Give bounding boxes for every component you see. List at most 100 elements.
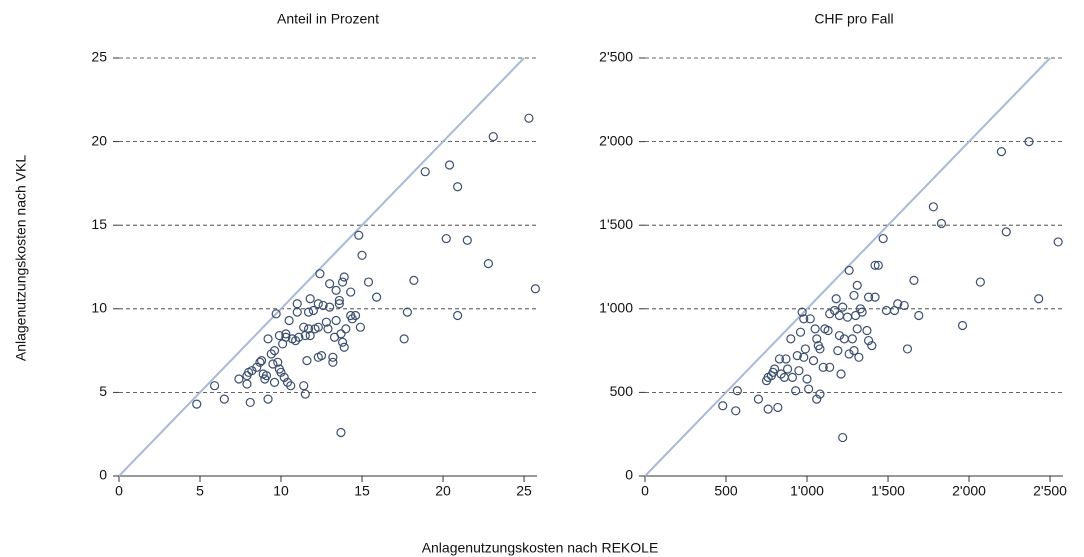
point [337, 337, 348, 347]
point [825, 362, 835, 372]
point [996, 147, 1007, 157]
point [881, 305, 892, 316]
point [776, 369, 786, 379]
point [1053, 237, 1063, 247]
point [863, 335, 874, 346]
point [773, 402, 783, 413]
y-axis-label: Anlagenutzungskosten nach VKL [13, 155, 29, 361]
panel-title: Anteil in Prozent [277, 11, 379, 27]
point [928, 202, 938, 212]
y-tick-label: 500 [610, 383, 634, 399]
point [852, 324, 862, 334]
x-tick-label: 0 [115, 483, 123, 499]
point [325, 279, 335, 289]
point [800, 344, 810, 354]
x-tick-label: 1'500 [871, 483, 905, 499]
point [192, 399, 202, 409]
panel-title: CHF pro Fall [814, 11, 893, 27]
point [791, 386, 801, 396]
point [336, 427, 346, 438]
point [284, 315, 294, 326]
point [483, 259, 493, 269]
point [779, 372, 789, 382]
y-tick-label: 0 [99, 467, 107, 483]
point [316, 351, 327, 361]
point [305, 330, 315, 341]
point [899, 300, 909, 311]
point [276, 367, 286, 377]
point [252, 362, 262, 372]
point [336, 329, 346, 339]
point [838, 302, 848, 312]
point [315, 269, 325, 279]
y-tick-label: 15 [91, 216, 107, 232]
point [810, 324, 820, 334]
x-tick-label: 500 [714, 483, 738, 499]
point [870, 260, 880, 270]
point [321, 317, 331, 327]
point [1034, 294, 1044, 304]
point [530, 284, 540, 294]
point [799, 314, 809, 324]
y-tick-label: 2'000 [599, 132, 633, 148]
point [862, 325, 872, 336]
y-tick-label: 2'500 [599, 49, 633, 65]
point [282, 377, 293, 387]
x-tick-label: 15 [354, 483, 370, 499]
point [914, 310, 924, 321]
point [1024, 137, 1034, 147]
x-tick-label: 0 [641, 483, 649, 499]
point [219, 394, 229, 404]
point [328, 352, 338, 362]
point [804, 384, 814, 394]
x-tick-label: 10 [273, 483, 289, 499]
point [802, 374, 812, 384]
point [318, 300, 328, 311]
point [334, 299, 344, 309]
point [805, 314, 815, 324]
point [893, 299, 903, 309]
point [823, 325, 833, 336]
y-tick-label: 5 [99, 383, 107, 399]
point [347, 314, 357, 324]
point [331, 315, 341, 326]
x-axis-label: Anlagenutzungskosten nach REKOLE [422, 540, 659, 556]
point [409, 275, 419, 285]
point [812, 394, 822, 404]
point [441, 233, 451, 244]
point [299, 381, 309, 391]
x-tick-label: 1'000 [790, 483, 824, 499]
point [849, 290, 859, 301]
point [831, 294, 841, 304]
point [732, 386, 742, 396]
point [300, 389, 310, 399]
point [870, 292, 880, 302]
y-tick-label: 0 [625, 467, 633, 483]
point [902, 344, 913, 354]
y-tick-label: 10 [91, 300, 107, 316]
point [444, 160, 455, 170]
point [815, 389, 825, 399]
point [842, 312, 853, 322]
point [524, 113, 534, 123]
point [795, 327, 806, 337]
point [313, 322, 323, 332]
point [453, 310, 463, 321]
point [303, 307, 314, 317]
point [770, 364, 780, 374]
point [833, 346, 843, 356]
point [836, 369, 846, 379]
point [242, 379, 252, 389]
point [269, 346, 280, 356]
point [815, 344, 825, 354]
point [878, 233, 888, 244]
x-tick-label: 2'000 [952, 483, 986, 499]
point [303, 324, 314, 334]
point [256, 356, 267, 366]
point [263, 334, 273, 344]
y-tick-label: 25 [91, 49, 107, 65]
point [281, 329, 291, 339]
point [774, 354, 785, 364]
point [797, 307, 807, 317]
point [355, 322, 366, 332]
